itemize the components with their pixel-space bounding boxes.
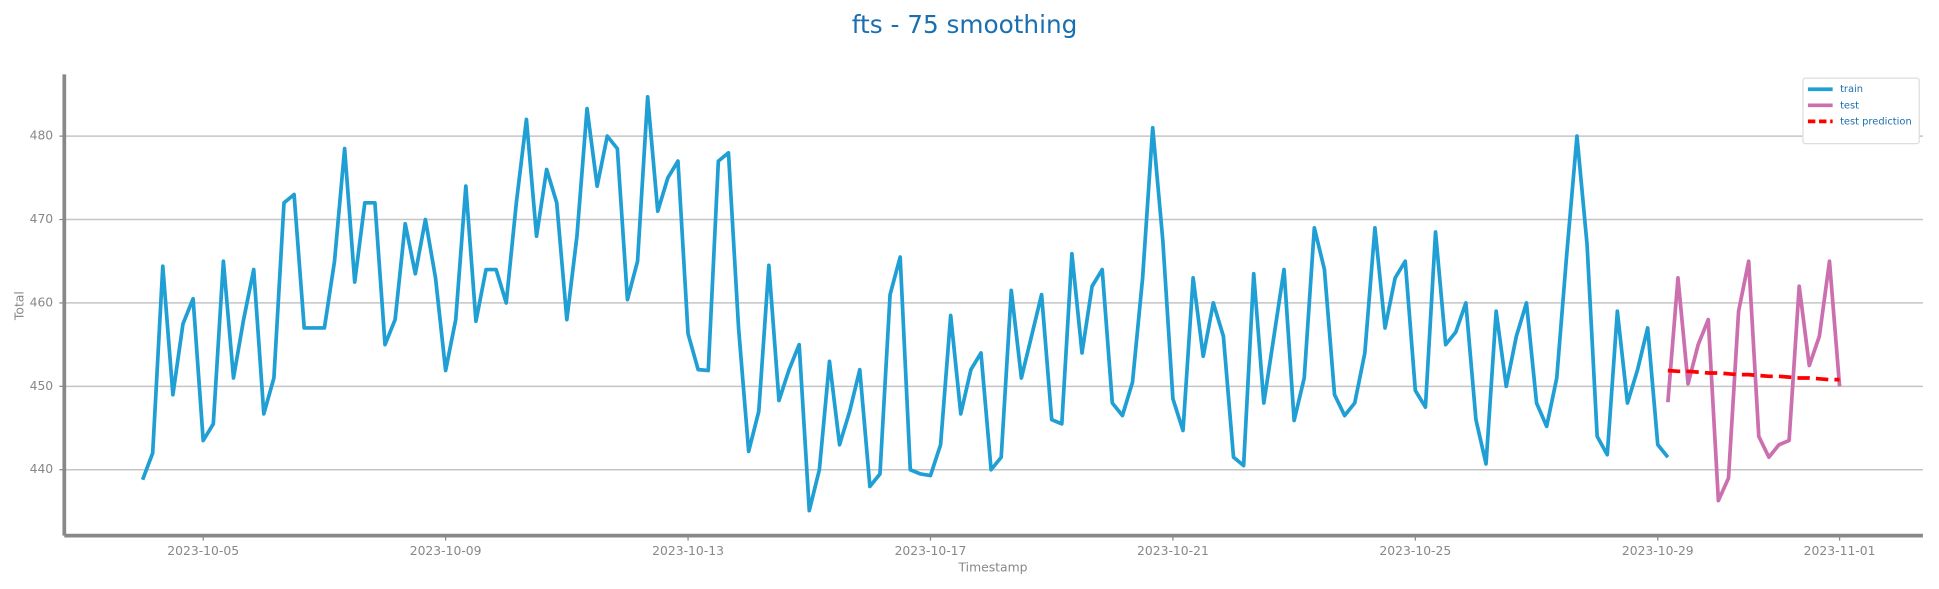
x-tick-label: 2023-10-21 <box>1137 544 1209 558</box>
y-tick-label: 440 <box>30 462 54 476</box>
legend-label: test <box>1840 100 1859 111</box>
legend-label: test prediction <box>1840 116 1912 127</box>
y-tick-label: 450 <box>30 379 54 393</box>
y-axis-label: Total <box>12 291 26 321</box>
x-tick-label: 2023-10-29 <box>1622 544 1694 558</box>
x-tick-label: 2023-10-05 <box>167 544 239 558</box>
series-line <box>1667 368 1840 382</box>
y-tick-label: 460 <box>30 295 54 309</box>
x-tick-label: 2023-10-13 <box>652 544 724 558</box>
x-tick-label: 2023-10-25 <box>1379 544 1451 558</box>
legend-label: train <box>1840 84 1863 95</box>
y-tick-label: 480 <box>30 129 54 143</box>
x-tick-label: 2023-10-09 <box>410 544 482 558</box>
series-line <box>1666 259 1842 503</box>
x-tick-label: 2023-10-17 <box>895 544 967 558</box>
series-line <box>140 95 1670 513</box>
legend: train test test prediction <box>1802 77 1920 145</box>
x-axis-label: Timestamp <box>957 560 1027 574</box>
x-tick-label: 2023-11-01 <box>1804 544 1876 558</box>
legend-box <box>1802 77 1920 145</box>
chart-title: fts - 75 smoothing <box>852 10 1078 39</box>
y-tick-label: 470 <box>30 212 54 226</box>
